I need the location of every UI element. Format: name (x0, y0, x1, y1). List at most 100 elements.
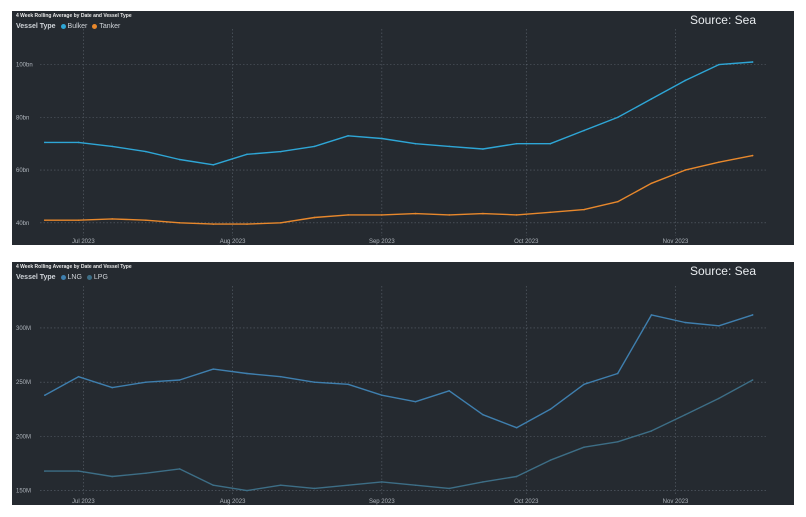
data-point-bulker[interactable] (381, 137, 383, 140)
data-point-lpg[interactable] (44, 470, 46, 472)
data-point-lng[interactable] (448, 390, 451, 392)
data-point-lng[interactable] (212, 368, 215, 370)
data-point-bulker[interactable] (279, 150, 282, 153)
data-point-lpg[interactable] (718, 397, 720, 400)
data-point-tanker[interactable] (718, 161, 720, 163)
data-point-lng[interactable] (111, 386, 114, 389)
data-point-lpg[interactable] (178, 468, 181, 470)
data-point-bulker[interactable] (111, 145, 114, 148)
data-point-lpg[interactable] (583, 446, 585, 449)
data-point-lng[interactable] (279, 375, 282, 378)
data-point-lng[interactable] (751, 314, 754, 316)
data-point-lng[interactable] (583, 383, 585, 386)
series-line-tanker[interactable] (44, 154, 754, 225)
data-point-lpg[interactable] (145, 472, 147, 475)
data-point-lpg[interactable] (246, 489, 248, 492)
data-point-tanker[interactable] (279, 222, 282, 224)
data-point-lng[interactable] (549, 408, 552, 411)
data-point-lng[interactable] (313, 381, 316, 383)
data-point-tanker[interactable] (448, 214, 451, 216)
data-point-lng[interactable] (347, 383, 349, 386)
data-point-lpg[interactable] (77, 470, 80, 472)
data-point-tanker[interactable] (650, 182, 653, 185)
data-point-lng[interactable] (44, 394, 46, 396)
data-point-bulker[interactable] (414, 142, 417, 145)
data-point-tanker[interactable] (246, 223, 248, 225)
series-line-bulker[interactable] (44, 61, 754, 166)
data-point-lpg[interactable] (347, 484, 349, 486)
data-point-tanker[interactable] (751, 154, 754, 157)
chart-title: 4 Week Rolling Average by Date and Vesse… (16, 264, 132, 270)
series-line-lpg[interactable] (44, 379, 754, 492)
legend-entry-tanker[interactable]: Tanker (92, 23, 120, 30)
data-point-lng[interactable] (718, 324, 720, 327)
data-point-lng[interactable] (145, 381, 147, 383)
data-point-bulker[interactable] (684, 79, 686, 82)
data-point-lpg[interactable] (279, 484, 282, 486)
data-point-bulker[interactable] (583, 129, 585, 132)
data-point-bulker[interactable] (44, 141, 46, 144)
data-point-tanker[interactable] (313, 216, 316, 219)
data-point-tanker[interactable] (212, 223, 215, 225)
data-point-bulker[interactable] (448, 145, 451, 148)
legend-dot-icon (86, 274, 92, 280)
data-point-bulker[interactable] (347, 135, 349, 137)
data-point-bulker[interactable] (549, 142, 552, 145)
data-point-lng[interactable] (246, 372, 248, 375)
data-point-lpg[interactable] (414, 484, 417, 486)
data-point-lng[interactable] (414, 400, 417, 403)
source-label: Source: Sea (689, 13, 756, 27)
data-point-tanker[interactable] (414, 212, 417, 215)
data-point-lng[interactable] (684, 321, 686, 324)
data-point-lng[interactable] (616, 372, 619, 375)
data-point-tanker[interactable] (381, 214, 383, 216)
data-point-bulker[interactable] (515, 142, 518, 145)
data-point-tanker[interactable] (111, 218, 114, 220)
data-point-lng[interactable] (178, 379, 181, 381)
data-point-tanker[interactable] (145, 219, 147, 221)
series-line-lng[interactable] (44, 314, 754, 429)
data-point-bulker[interactable] (212, 164, 215, 166)
data-point-lpg[interactable] (616, 440, 619, 443)
data-point-bulker[interactable] (751, 61, 754, 63)
data-point-lpg[interactable] (684, 413, 686, 416)
data-point-tanker[interactable] (616, 200, 619, 203)
data-point-bulker[interactable] (313, 145, 316, 148)
data-point-bulker[interactable] (77, 141, 80, 144)
data-point-lpg[interactable] (751, 379, 754, 381)
data-point-bulker[interactable] (178, 158, 181, 161)
data-point-lpg[interactable] (515, 475, 518, 478)
data-point-tanker[interactable] (515, 214, 518, 216)
data-point-lpg[interactable] (381, 481, 383, 483)
data-point-bulker[interactable] (616, 116, 619, 119)
data-point-lpg[interactable] (111, 475, 114, 478)
data-point-bulker[interactable] (246, 153, 248, 156)
data-point-lpg[interactable] (313, 487, 316, 490)
data-point-tanker[interactable] (684, 169, 686, 171)
legend-entry-lng[interactable]: LNG (60, 274, 84, 281)
data-point-lpg[interactable] (448, 487, 451, 490)
data-point-tanker[interactable] (482, 212, 484, 215)
legend-entry-lpg[interactable]: LPG (86, 274, 108, 281)
data-point-lng[interactable] (482, 413, 484, 416)
data-point-lpg[interactable] (650, 430, 653, 432)
data-point-tanker[interactable] (77, 219, 80, 221)
data-point-tanker[interactable] (178, 222, 181, 224)
legend-entry-bulker[interactable]: Bulker (60, 23, 90, 30)
data-point-lpg[interactable] (212, 484, 215, 486)
data-point-lng[interactable] (77, 375, 80, 378)
legend-label-lpg: LPG (93, 274, 108, 281)
data-point-bulker[interactable] (718, 63, 720, 66)
data-point-tanker[interactable] (583, 208, 585, 211)
data-point-lpg[interactable] (482, 481, 484, 483)
data-point-lng[interactable] (515, 426, 518, 429)
data-point-tanker[interactable] (44, 219, 46, 221)
data-point-lng[interactable] (650, 314, 653, 316)
data-point-bulker[interactable] (145, 150, 147, 153)
data-point-tanker[interactable] (347, 214, 349, 216)
data-point-bulker[interactable] (482, 148, 484, 150)
data-point-lpg[interactable] (549, 459, 552, 462)
data-point-lng[interactable] (381, 394, 383, 396)
data-point-bulker[interactable] (650, 98, 653, 100)
data-point-tanker[interactable] (549, 211, 552, 214)
